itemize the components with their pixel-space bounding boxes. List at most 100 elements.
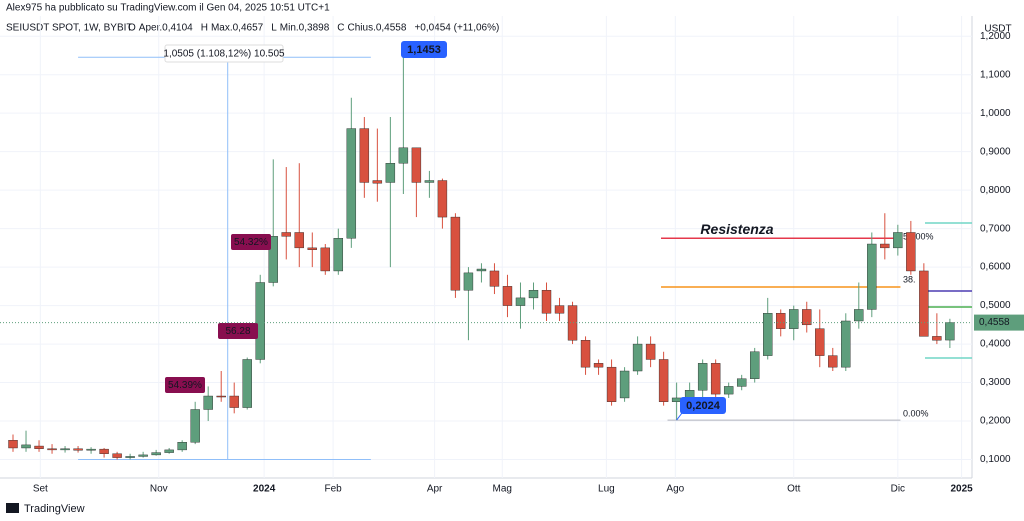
candle-body [554, 305, 565, 314]
candle-body [242, 359, 252, 408]
resistance-label: Resistenza [700, 221, 773, 237]
candle-body [281, 232, 291, 237]
x-tick-label: 2025 [950, 484, 973, 495]
candle-body [736, 378, 747, 387]
candle-body [450, 216, 461, 291]
header-item: +0,0454 (+11,06%) [414, 23, 499, 34]
rsi-label-box [231, 234, 271, 250]
header-item: Min.0,3898 [280, 23, 330, 34]
candle-body [346, 128, 357, 239]
x-tick-label: Apr [427, 484, 443, 495]
x-tick-label: Mag [493, 484, 512, 495]
last-price-label: 0,4558 [979, 317, 1010, 328]
candle-body [125, 456, 135, 458]
last-price-box [974, 314, 1024, 331]
x-tick-label: Nov [150, 484, 168, 495]
candle-body [789, 309, 799, 329]
candle-body [880, 243, 890, 249]
y-tick-label: 1,1000 [980, 69, 1011, 80]
rsi-label: 56.28 [225, 326, 250, 337]
candle-body [190, 409, 200, 443]
candle-body [645, 343, 656, 360]
candle-body [268, 236, 278, 283]
candle-body [307, 247, 317, 250]
y-tick-label: 0,7000 [980, 223, 1011, 234]
candle-body [697, 363, 708, 391]
candle-body [476, 268, 487, 272]
candle-body [567, 305, 578, 341]
candle-body [828, 355, 838, 368]
candle-body [763, 313, 773, 356]
candle-body [86, 448, 96, 451]
fib-label: 38. [903, 274, 916, 284]
candle-body [723, 386, 734, 395]
rsi-label: 54.39% [168, 380, 202, 391]
header-item: C [337, 23, 344, 34]
candle-body [528, 289, 539, 299]
candle-body [398, 147, 409, 164]
candle-body [21, 444, 31, 449]
x-tick-label: Ago [666, 484, 684, 495]
candle-body [60, 448, 70, 451]
currency: USDT [984, 24, 1011, 35]
x-tick-label: Dic [891, 484, 905, 495]
fib-label: 0.00% [903, 408, 929, 418]
price-bubble [401, 41, 447, 58]
footer: TradingView [24, 503, 85, 515]
candle-body [164, 449, 174, 453]
candle-body [593, 363, 604, 368]
candle-body [437, 180, 448, 218]
x-tick-label: Lug [598, 484, 615, 495]
candle-body [893, 232, 903, 249]
candle-body [34, 445, 44, 449]
candle-body [203, 395, 213, 410]
candle-body [359, 128, 370, 183]
candle-body [945, 322, 955, 341]
y-tick-label: 0,5000 [980, 300, 1011, 311]
candle-body [684, 390, 695, 399]
x-tick-label: Ott [787, 484, 801, 495]
candle-body [99, 448, 109, 454]
candle-body [919, 270, 929, 337]
candle-body [749, 351, 760, 379]
candle-body [776, 313, 786, 329]
header-item: H [201, 23, 208, 34]
candle-body [541, 289, 552, 314]
header-item: L [271, 23, 277, 34]
candle-body [802, 309, 812, 326]
caption: Alex975 ha pubblicato su TradingView.com… [6, 3, 330, 14]
candle-body [320, 247, 331, 272]
candle-body [658, 359, 669, 402]
y-tick-label: 1,2000 [980, 31, 1011, 42]
price-bubble-label: 1,1453 [407, 44, 441, 56]
y-tick-label: 0,3000 [980, 377, 1011, 388]
candle-body [73, 448, 83, 451]
y-tick-label: 0,8000 [980, 185, 1011, 196]
y-tick-label: 0,9000 [980, 146, 1011, 157]
rsi-label-box [165, 377, 205, 393]
y-tick-label: 1,0000 [980, 108, 1011, 119]
candle-body [932, 336, 942, 341]
candle-body [385, 163, 396, 183]
rsi-label: 54.32% [234, 237, 268, 248]
candle-body [632, 343, 643, 372]
header-item: Chius.0,4558 [348, 23, 407, 34]
candle-body [216, 395, 226, 398]
header-item: O [128, 23, 136, 34]
candle-body [229, 395, 239, 408]
price-bubble-label: 0,2024 [686, 400, 721, 412]
candle-body [151, 452, 161, 456]
candle-body [854, 309, 864, 322]
x-tick-label: 2024 [253, 484, 276, 495]
bubble-pointer [676, 412, 683, 421]
candle-body [867, 243, 877, 310]
header-item: Max.0,4657 [211, 23, 264, 34]
y-tick-label: 0,4000 [980, 339, 1011, 350]
x-tick-label: Set [33, 484, 48, 495]
candle-body [502, 286, 513, 306]
y-tick-label: 0,1000 [980, 454, 1011, 465]
candle-body [411, 147, 422, 183]
candle-body [489, 270, 500, 287]
fib-label: 50.00% [903, 231, 934, 241]
